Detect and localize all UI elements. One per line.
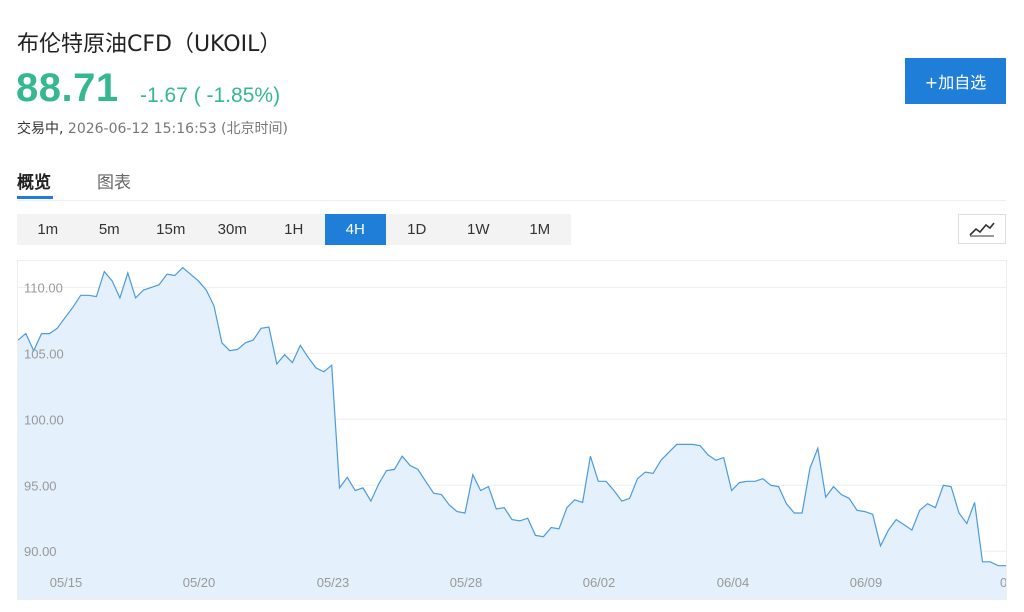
price-change: -1.67 ( -1.85%) bbox=[140, 84, 281, 107]
price-chart-svg: 90.00 95.00 100.00 105.00 110.00 05/15 05/20 05… bbox=[18, 266, 1007, 599]
price-line bbox=[18, 266, 1006, 567]
period-1h[interactable]: 1H bbox=[284, 221, 304, 238]
price-area bbox=[18, 267, 1006, 599]
timestamp: 2026-06-12 15:16:53 (北京时间) bbox=[67, 121, 288, 137]
x-tick-label: 06/09 bbox=[850, 575, 883, 590]
status-label: 交易中, bbox=[17, 121, 64, 137]
line-chart-icon bbox=[969, 222, 995, 237]
period-selector: 1m 5m 15m 30m 1H 4H 1D 1W 1M bbox=[17, 214, 571, 245]
add-to-watchlist-button[interactable]: +加自选 bbox=[905, 58, 1006, 104]
tab-overview[interactable]: 概览 bbox=[17, 173, 51, 193]
x-tick-label: 05/20 bbox=[183, 575, 216, 590]
x-tick-label: 06/02 bbox=[583, 575, 616, 590]
y-tick-label: 90.00 bbox=[24, 544, 57, 559]
y-tick-label: 110.00 bbox=[24, 280, 63, 295]
current-price: 88.71 bbox=[16, 66, 119, 110]
period-1d[interactable]: 1D bbox=[407, 221, 427, 238]
page-title: 布伦特原油CFD（UKOIL） bbox=[17, 32, 282, 57]
y-tick-label: 105.00 bbox=[24, 346, 64, 361]
chart-type-toggle[interactable] bbox=[958, 214, 1006, 244]
x-tick-label: 06/04 bbox=[717, 575, 750, 590]
x-tick-label: 05/28 bbox=[450, 575, 483, 590]
tab-chart[interactable]: 图表 bbox=[97, 173, 131, 193]
x-tick-label: 05/15 bbox=[50, 575, 83, 590]
price-chart: 90.00 95.00 100.00 105.00 110.00 05/15 05/20 05… bbox=[17, 260, 1007, 600]
period-1m[interactable]: 1m bbox=[37, 221, 59, 238]
period-1mo[interactable]: 1M bbox=[529, 221, 551, 238]
trading-status: 交易中, 2026-06-12 15:16:53 (北京时间) bbox=[17, 118, 288, 138]
period-5m[interactable]: 5m bbox=[98, 221, 120, 238]
y-tick-label: 95.00 bbox=[24, 478, 57, 493]
period-30m[interactable]: 30m bbox=[217, 221, 247, 238]
y-tick-label: 100.00 bbox=[24, 412, 64, 427]
tab-bar: 概览 图表 bbox=[17, 158, 1006, 201]
period-1w[interactable]: 1W bbox=[467, 221, 490, 238]
period-15m[interactable]: 15m bbox=[156, 221, 186, 238]
period-4h[interactable]: 4H bbox=[324, 214, 386, 245]
x-tick-label: 05/23 bbox=[317, 575, 350, 590]
x-tick-label: 06/1 bbox=[1000, 575, 1007, 590]
active-tab-indicator bbox=[17, 196, 53, 199]
